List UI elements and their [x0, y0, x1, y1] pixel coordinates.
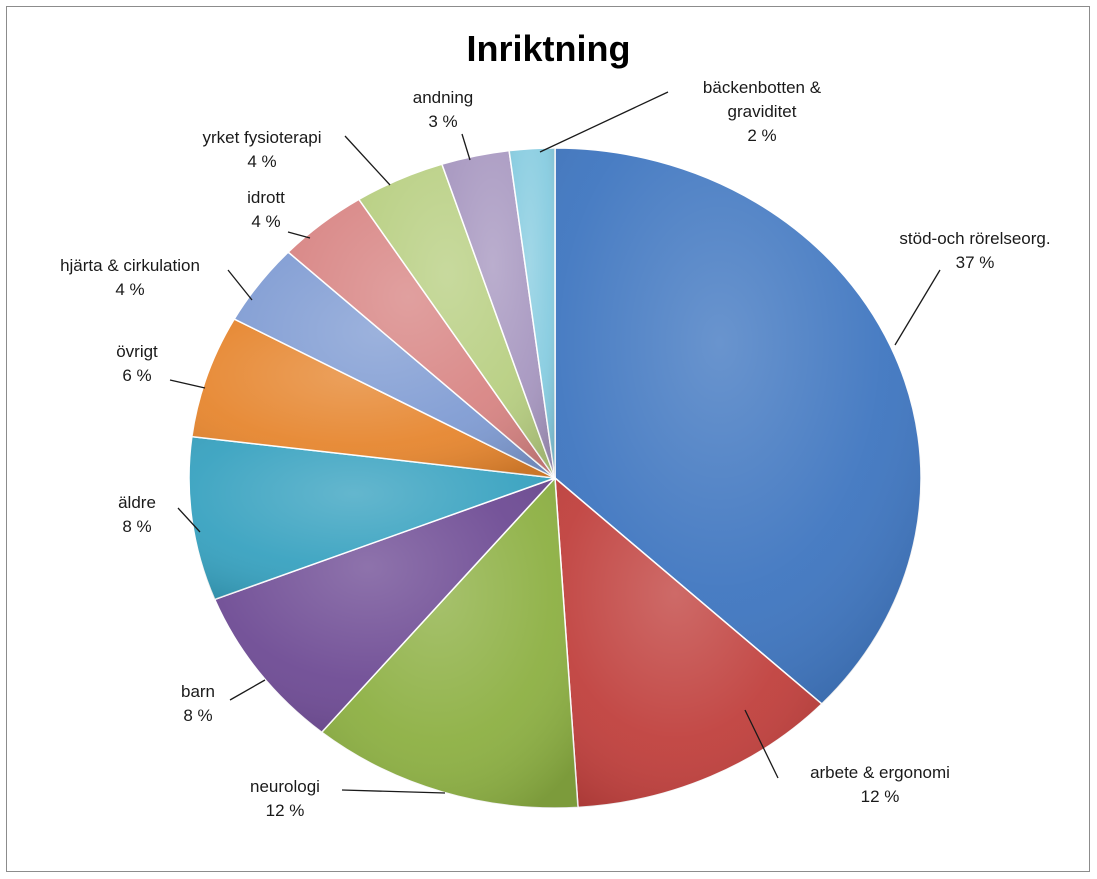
- data-label-name: neurologi: [250, 777, 320, 796]
- pie-slice-shading: [234, 252, 555, 478]
- pie-slice-shading: [555, 148, 921, 704]
- pie-slice-shading: [509, 148, 555, 478]
- leader-line: [169, 379, 206, 389]
- data-label-value: 4 %: [247, 152, 276, 171]
- data-label-name: stöd-och rörelseorg.: [899, 229, 1050, 248]
- pie-slice-shading: [288, 199, 555, 478]
- data-label-name: andning: [413, 88, 474, 107]
- pie-slice-shading: [358, 164, 555, 478]
- leader-line: [539, 91, 669, 153]
- leader-line: [229, 679, 266, 701]
- data-label-value: 2 %: [747, 126, 776, 145]
- data-label-name: hjärta & cirkulation: [60, 256, 200, 275]
- data-label-name: graviditet: [728, 102, 797, 121]
- pie-slice-shading: [214, 478, 555, 733]
- data-label-name: bäckenbotten &: [703, 78, 822, 97]
- data-label-value: 12 %: [266, 801, 305, 820]
- leader-line: [177, 507, 201, 533]
- data-label-value: 8 %: [183, 706, 212, 725]
- data-label-value: 6 %: [122, 366, 151, 385]
- chart-title: Inriktning: [466, 28, 631, 69]
- data-label-name: övrigt: [116, 342, 158, 361]
- data-label-name: idrott: [247, 188, 285, 207]
- data-label-value: 12 %: [861, 787, 900, 806]
- data-label-name: arbete & ergonomi: [810, 763, 950, 782]
- leader-line: [894, 269, 941, 346]
- pie-slice-shading: [441, 150, 555, 478]
- data-label-name: yrket fysioterapi: [202, 128, 321, 147]
- pie-slice-shading: [321, 478, 578, 809]
- leader-line: [227, 269, 253, 301]
- data-label-value: 8 %: [122, 517, 151, 536]
- pie-slice-shading: [555, 478, 822, 808]
- data-label-name: äldre: [118, 493, 156, 512]
- pie-slice-shading: [191, 319, 555, 478]
- leader-line: [287, 231, 311, 239]
- leader-line: [344, 135, 391, 186]
- data-label-value: 4 %: [251, 212, 280, 231]
- pie-slice-shading: [189, 436, 555, 600]
- data-label-value: 37 %: [956, 253, 995, 272]
- data-label-value: 3 %: [428, 112, 457, 131]
- data-label-value: 4 %: [115, 280, 144, 299]
- leader-line: [341, 789, 446, 794]
- leader-line: [461, 133, 471, 161]
- leader-line: [744, 709, 779, 779]
- data-label-name: barn: [181, 682, 215, 701]
